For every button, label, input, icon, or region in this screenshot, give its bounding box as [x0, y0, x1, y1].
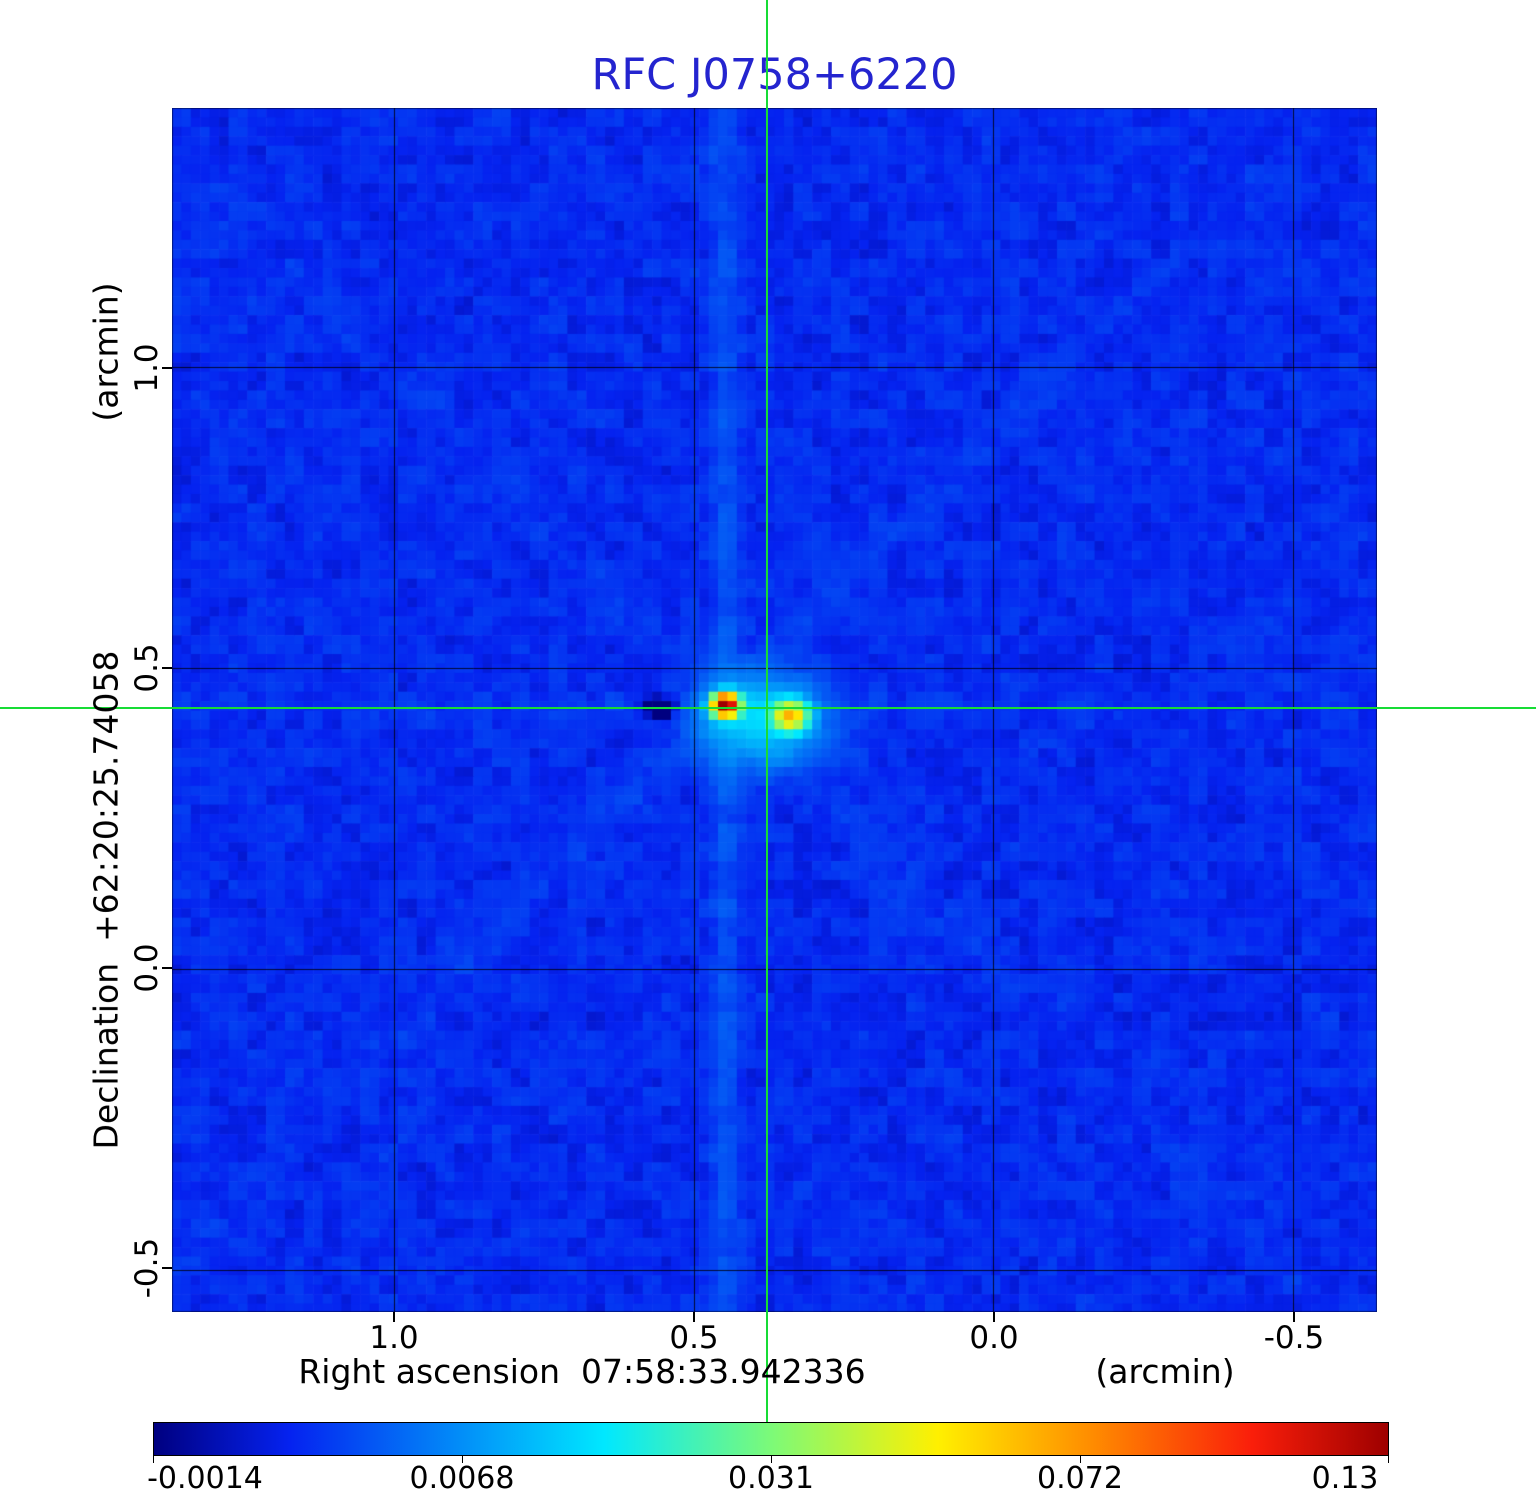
colorbar-tick-label: 0.13 [1311, 1461, 1379, 1496]
y-axis-tick [162, 967, 172, 969]
x-axis-title: Right ascension 07:58:33.942336 [298, 1352, 866, 1391]
colorbar-tick [1388, 1456, 1389, 1463]
colorbar-gradient [153, 1422, 1389, 1456]
y-axis-tick [162, 1267, 172, 1269]
colorbar-tick-label: 0.0068 [409, 1461, 515, 1496]
x-axis-tick [393, 1312, 395, 1322]
crosshair-vertical-line [766, 0, 768, 1422]
y-axis-tick [162, 367, 172, 369]
x-axis-tick [693, 1312, 695, 1322]
colorbar-tick-label: -0.0014 [147, 1461, 263, 1496]
colorbar-tick-label: 0.072 [1037, 1461, 1123, 1496]
x-axis-tick-label: 1.0 [369, 1320, 419, 1356]
crosshair-horizontal-line [0, 707, 1536, 709]
x-axis-tick-label: 0.0 [969, 1320, 1019, 1356]
x-axis-tick [1293, 1312, 1295, 1322]
y-axis-tick-label: 0.0 [129, 943, 165, 993]
plot-title: RFC J0758+6220 [591, 50, 958, 100]
y-axis-tick [162, 667, 172, 669]
colorbar-tick [462, 1456, 463, 1463]
x-axis-unit: (arcmin) [1095, 1352, 1235, 1391]
colorbar-tick [771, 1456, 772, 1463]
x-axis-tick-label: -0.5 [1263, 1320, 1325, 1356]
y-axis-title: Declination +62:20:25.74058 [86, 650, 126, 1150]
colorbar-tick-label: 0.031 [728, 1461, 814, 1496]
sky-map-heatmap [172, 108, 1377, 1312]
x-axis-tick-label: 0.5 [669, 1320, 719, 1356]
y-axis-unit: (arcmin) [86, 282, 126, 422]
colorbar-tick [153, 1456, 154, 1463]
colorbar-tick [1080, 1456, 1081, 1463]
y-axis-tick-label: 1.0 [129, 343, 165, 393]
y-axis-tick-label: 0.5 [129, 643, 165, 693]
x-axis-tick [993, 1312, 995, 1322]
y-axis-tick-label: -0.5 [129, 1237, 165, 1299]
